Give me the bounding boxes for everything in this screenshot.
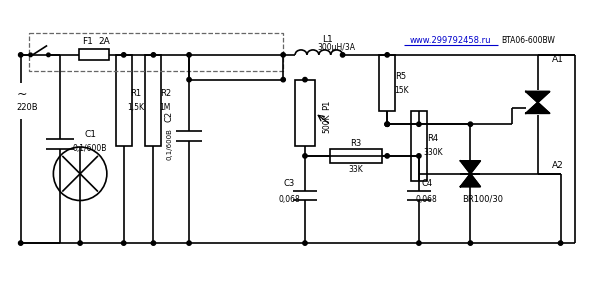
Text: 0,1/600B: 0,1/600B — [166, 128, 172, 160]
Text: R4: R4 — [427, 133, 439, 143]
Text: 220B: 220B — [17, 103, 38, 112]
Text: F1: F1 — [83, 36, 94, 46]
Circle shape — [19, 53, 23, 57]
Text: 330K: 330K — [423, 148, 443, 158]
Text: 0,1/600B: 0,1/600B — [73, 144, 107, 153]
Circle shape — [281, 77, 285, 82]
Text: R2: R2 — [159, 89, 171, 98]
Circle shape — [303, 241, 307, 245]
Text: 500K: 500K — [323, 113, 331, 133]
FancyBboxPatch shape — [79, 49, 109, 60]
Text: C3: C3 — [283, 179, 295, 188]
Text: 2A: 2A — [98, 36, 110, 46]
Text: A1: A1 — [551, 55, 564, 64]
Circle shape — [187, 241, 191, 245]
Polygon shape — [526, 102, 550, 113]
Circle shape — [47, 53, 50, 57]
Text: BR100/30: BR100/30 — [462, 194, 503, 203]
FancyBboxPatch shape — [411, 111, 427, 181]
Circle shape — [78, 241, 82, 245]
Text: 33K: 33K — [349, 165, 364, 174]
Circle shape — [151, 241, 156, 245]
Text: 15K: 15K — [394, 86, 408, 95]
Text: 1M: 1M — [159, 103, 171, 112]
Circle shape — [303, 154, 307, 158]
FancyBboxPatch shape — [146, 55, 161, 146]
Circle shape — [417, 241, 421, 245]
Circle shape — [187, 53, 191, 57]
Circle shape — [417, 122, 421, 126]
Circle shape — [385, 154, 390, 158]
FancyBboxPatch shape — [330, 149, 382, 163]
Text: 0,068: 0,068 — [278, 195, 300, 204]
FancyBboxPatch shape — [116, 55, 132, 146]
Circle shape — [385, 122, 390, 126]
Polygon shape — [460, 174, 480, 187]
Circle shape — [385, 53, 390, 57]
Polygon shape — [526, 91, 550, 102]
Circle shape — [303, 77, 307, 82]
Text: ~: ~ — [17, 88, 27, 101]
FancyBboxPatch shape — [295, 80, 315, 146]
Circle shape — [468, 241, 472, 245]
Circle shape — [121, 241, 126, 245]
Text: R5: R5 — [396, 72, 406, 81]
Text: P1: P1 — [323, 100, 331, 110]
Text: R3: R3 — [350, 138, 362, 148]
Circle shape — [29, 53, 33, 57]
Text: C2: C2 — [165, 111, 174, 122]
Polygon shape — [460, 161, 480, 174]
Circle shape — [385, 122, 390, 126]
Text: www.299792458.ru: www.299792458.ru — [410, 36, 491, 44]
Circle shape — [121, 53, 126, 57]
Text: 0,068: 0,068 — [416, 195, 438, 204]
Circle shape — [281, 53, 285, 57]
Text: 1,5K: 1,5K — [127, 103, 144, 112]
Text: C1: C1 — [84, 130, 96, 139]
Text: 300μH/3A: 300μH/3A — [318, 44, 356, 52]
Circle shape — [187, 77, 191, 82]
Circle shape — [468, 122, 472, 126]
Text: C4: C4 — [421, 179, 432, 188]
FancyBboxPatch shape — [379, 55, 395, 111]
Text: R1: R1 — [130, 89, 141, 98]
Circle shape — [341, 53, 345, 57]
Circle shape — [19, 241, 23, 245]
Circle shape — [385, 122, 390, 126]
Text: A2: A2 — [551, 161, 564, 170]
Circle shape — [558, 241, 563, 245]
Circle shape — [151, 53, 156, 57]
Text: L1: L1 — [323, 34, 333, 44]
Circle shape — [417, 154, 421, 158]
Text: BTA06-600BW: BTA06-600BW — [501, 36, 555, 44]
